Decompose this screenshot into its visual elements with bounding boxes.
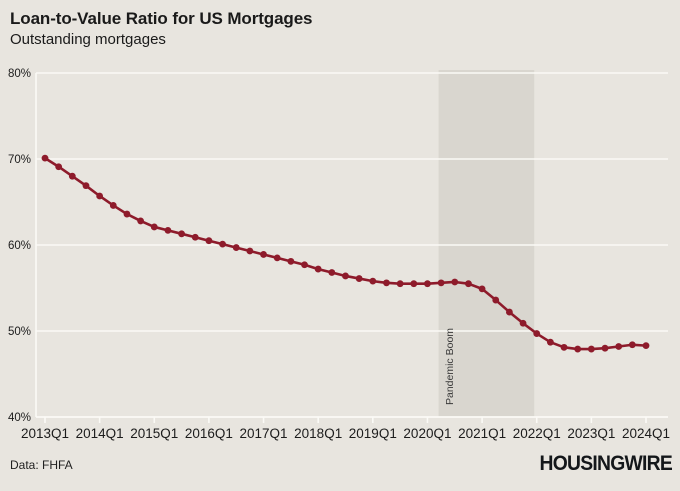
data-point-2015Q1 — [150, 223, 158, 231]
y-tick-label: 40% — [8, 412, 31, 424]
x-tick-label: 2018Q1 — [294, 426, 342, 441]
data-point-2017Q2 — [273, 254, 281, 262]
data-point-2021Q3 — [506, 308, 513, 316]
data-point-2018Q4 — [355, 275, 363, 282]
x-tick-label: 2023Q1 — [567, 426, 615, 441]
x-tick-label: 2016Q1 — [185, 426, 233, 441]
chart-header: Loan-to-Value Ratio for US Mortgages Out… — [10, 8, 313, 49]
data-point-2014Q1 — [96, 192, 104, 200]
y-tick-label: 70% — [8, 154, 31, 166]
ltv-series-line — [43, 156, 648, 351]
data-point-2017Q3 — [287, 257, 295, 265]
data-point-2021Q2 — [492, 296, 500, 304]
data-point-2013Q1 — [41, 154, 49, 162]
y-tick-label: 50% — [8, 326, 31, 338]
data-point-2021Q4 — [519, 319, 527, 327]
data-point-2023Q4 — [628, 341, 636, 349]
data-point-2015Q2 — [164, 226, 172, 234]
x-tick-label: 2024Q1 — [622, 426, 670, 441]
data-point-2018Q1 — [314, 265, 322, 273]
data-point-2016Q2 — [219, 240, 226, 248]
x-tick-label: 2022Q1 — [513, 426, 561, 441]
pandemic-boom-label: Pandemic Boom — [444, 328, 456, 405]
data-point-2016Q3 — [232, 244, 240, 251]
x-tick-label: 2014Q1 — [76, 426, 124, 441]
data-point-2013Q4 — [82, 182, 90, 190]
data-source: Data: FHFA — [10, 458, 73, 472]
data-point-2013Q3 — [68, 172, 76, 180]
chart-subtitle: Outstanding mortgages — [10, 31, 166, 48]
data-point-2023Q1 — [587, 345, 595, 353]
x-tick-label: 2015Q1 — [130, 426, 178, 441]
data-point-2013Q2 — [55, 163, 63, 171]
data-point-2014Q4 — [137, 217, 145, 225]
data-point-2019Q2 — [383, 279, 390, 287]
pandemic-boom-band — [438, 70, 535, 417]
data-point-2022Q3 — [560, 343, 568, 351]
y-tick-label: 80% — [8, 68, 31, 80]
data-point-2022Q1 — [533, 330, 541, 337]
data-point-2023Q2 — [601, 344, 609, 352]
data-point-2020Q1 — [424, 280, 431, 288]
data-point-2016Q4 — [246, 247, 254, 255]
data-point-2015Q3 — [178, 230, 185, 238]
data-point-2024Q1 — [642, 342, 650, 350]
data-point-2022Q2 — [546, 338, 554, 346]
data-point-2015Q4 — [191, 233, 199, 241]
data-point-2023Q3 — [615, 343, 623, 350]
data-point-2019Q3 — [396, 280, 404, 288]
data-point-2017Q1 — [260, 251, 267, 258]
data-point-2020Q2 — [437, 279, 445, 287]
data-point-2022Q4 — [574, 345, 582, 353]
x-tick-label: 2020Q1 — [403, 426, 451, 441]
x-tick-label: 2021Q1 — [458, 426, 506, 441]
x-tick-label: 2019Q1 — [349, 426, 397, 441]
data-point-2016Q1 — [205, 237, 213, 245]
data-point-2014Q2 — [109, 202, 117, 209]
data-point-2014Q3 — [123, 210, 131, 218]
y-tick-label: 60% — [8, 240, 31, 252]
data-point-2017Q4 — [301, 261, 308, 269]
data-point-2020Q3 — [451, 278, 459, 286]
data-point-2020Q4 — [465, 280, 472, 288]
data-point-2018Q2 — [328, 269, 336, 276]
x-tick-label: 2013Q1 — [21, 426, 69, 441]
housingwire-logo: HOUSINGWIRE — [539, 452, 672, 475]
data-point-2019Q1 — [369, 277, 377, 285]
data-point-2018Q3 — [342, 272, 349, 280]
data-point-2021Q1 — [478, 285, 486, 293]
data-point-2019Q4 — [410, 280, 418, 288]
x-tick-label: 2017Q1 — [240, 426, 288, 441]
chart-title: Loan-to-Value Ratio for US Mortgages — [10, 9, 313, 28]
